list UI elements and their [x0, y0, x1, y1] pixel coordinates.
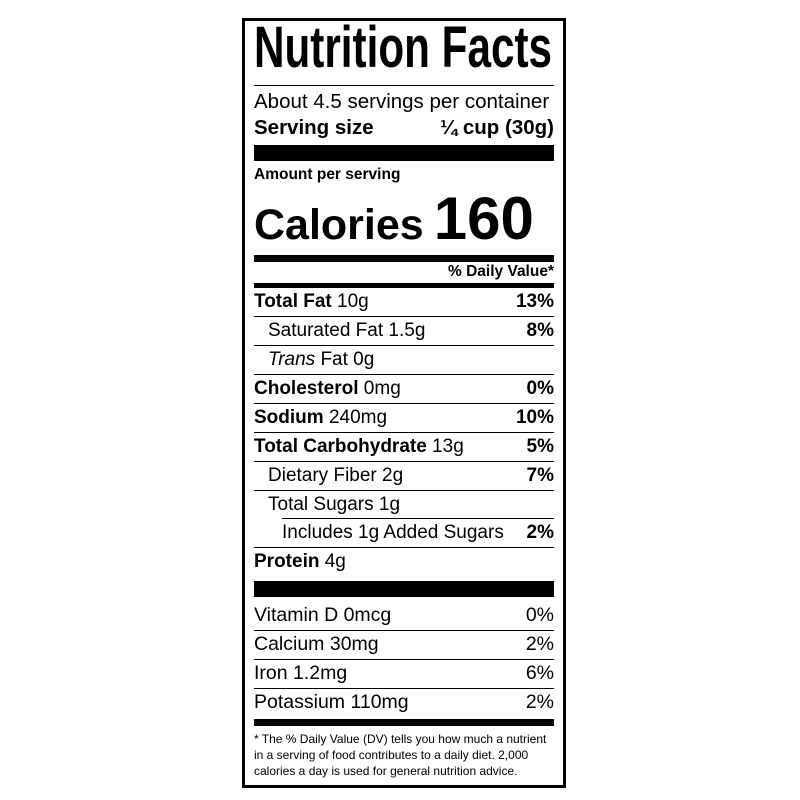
- svg-text:Nutrition Facts: Nutrition Facts: [254, 15, 552, 80]
